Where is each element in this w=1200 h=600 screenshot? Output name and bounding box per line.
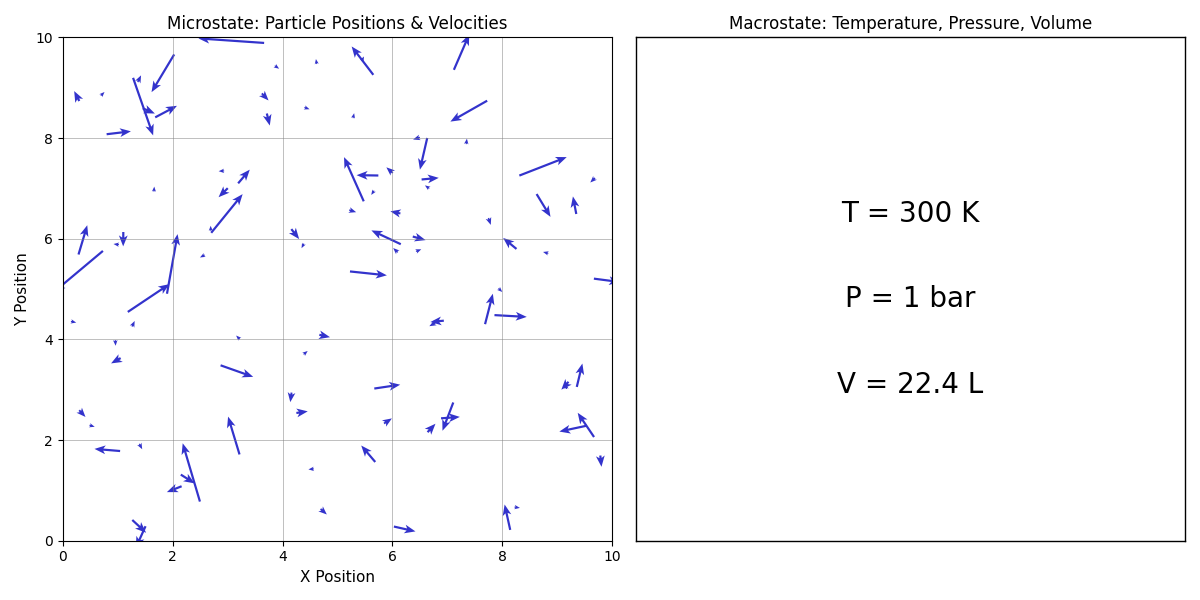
Title: Microstate: Particle Positions & Velocities: Microstate: Particle Positions & Velocit… [167, 15, 508, 33]
Title: Macrostate: Temperature, Pressure, Volume: Macrostate: Temperature, Pressure, Volum… [728, 15, 1092, 33]
Text: P = 1 bar: P = 1 bar [845, 285, 976, 313]
Text: V = 22.4 L: V = 22.4 L [838, 371, 984, 398]
Y-axis label: Y Position: Y Position [16, 252, 30, 326]
Text: T = 300 K: T = 300 K [841, 200, 979, 227]
X-axis label: X Position: X Position [300, 570, 374, 585]
